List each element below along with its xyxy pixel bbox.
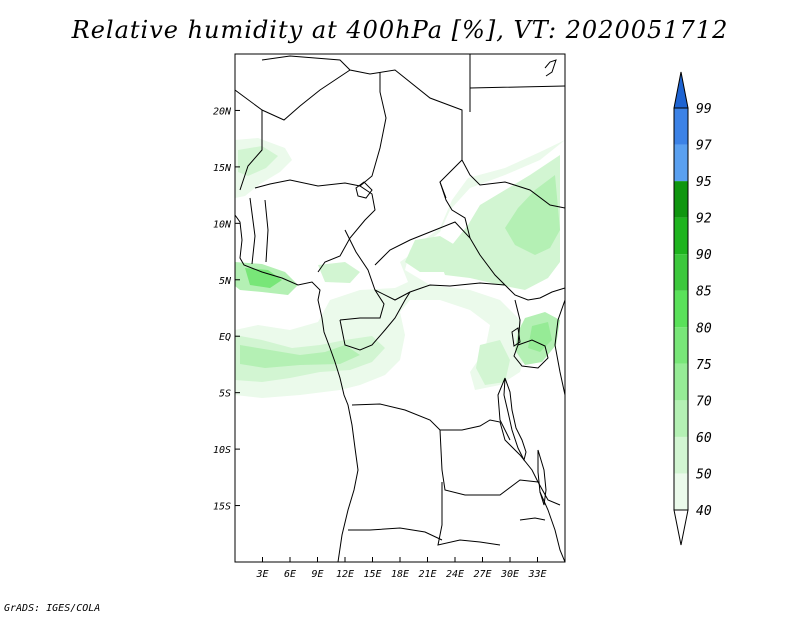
colorbar-box xyxy=(674,473,688,510)
colorbar-box xyxy=(674,217,688,255)
lake-tanganyika xyxy=(503,377,527,462)
x-tick-label: 24E xyxy=(446,569,464,580)
colorbar-label: 80 xyxy=(696,321,712,336)
border-car xyxy=(374,221,506,301)
humidity-patch-equator-core xyxy=(240,345,360,368)
border-niger-chad xyxy=(359,72,387,187)
x-tick-label: 6E xyxy=(284,569,296,580)
y-tick-label: 5N xyxy=(219,276,232,287)
colorbar-label: 40 xyxy=(696,504,712,519)
colorbar-label: 97 xyxy=(696,139,712,154)
lake-albert xyxy=(511,327,521,347)
colorbar-box xyxy=(674,363,688,401)
y-axis: 20N 15N 10N 5N EQ 5S 10S 15S xyxy=(213,106,240,513)
border-south-sudan xyxy=(504,284,565,301)
x-tick-label: 21E xyxy=(418,569,436,580)
credit-label: GrADS: IGES/COLA xyxy=(4,603,101,614)
x-tick-label: 33E xyxy=(527,569,546,580)
colorbar-label: 90 xyxy=(696,248,712,263)
humidity-patch-south-east xyxy=(476,340,510,385)
colorbar-box xyxy=(674,181,688,218)
coastline xyxy=(235,214,359,562)
x-tick-label: 18E xyxy=(391,569,409,580)
humidity-patch-east-mid xyxy=(440,155,560,290)
humidity-patch-gulf-core xyxy=(245,268,282,288)
colorbar-box xyxy=(674,254,688,291)
border-namibia xyxy=(348,527,443,541)
x-tick-label: 15E xyxy=(363,569,381,580)
humidity-patch-east-core xyxy=(505,175,560,255)
border-mali xyxy=(235,89,263,191)
x-tick-label: 12E xyxy=(336,569,354,580)
colorbar-box xyxy=(674,436,688,474)
lake-chad xyxy=(355,181,373,199)
colorbar-label: 99 xyxy=(696,102,712,117)
humidity-patch-lakes-core xyxy=(528,322,552,352)
border-drc-south xyxy=(351,403,539,483)
colorbar-box xyxy=(674,290,688,328)
map-title: Relative humidity at 400hPa [%], VT: 202… xyxy=(71,16,729,44)
colorbar-label: 75 xyxy=(696,358,712,373)
map-borders xyxy=(235,54,565,562)
red-sea xyxy=(544,59,557,77)
border-west xyxy=(261,69,351,121)
colorbar-label: 95 xyxy=(696,175,712,190)
border-libya xyxy=(469,54,565,112)
humidity-patch-sahel-west-inner xyxy=(238,146,278,176)
border-nigeria xyxy=(254,179,376,273)
y-tick-label: EQ xyxy=(219,332,231,343)
border-benin xyxy=(249,197,269,265)
border-north xyxy=(261,55,463,199)
lake-victoria xyxy=(513,339,549,369)
y-tick-label: 10S xyxy=(213,445,231,456)
border-cameroon xyxy=(339,229,385,321)
y-tick-label: 5S xyxy=(219,389,231,400)
border-drc-east xyxy=(497,299,521,441)
colorbar-frame xyxy=(673,107,689,511)
colorbar: 40 50 60 70 75 80 85 90 92 95 97 99 xyxy=(673,71,712,546)
y-tick-label: 15N xyxy=(213,163,232,174)
border-sudan xyxy=(439,159,565,239)
colorbar-below-triangle xyxy=(673,509,689,546)
colorbar-box xyxy=(674,400,688,437)
colorbar-label: 85 xyxy=(696,285,712,300)
colorbar-label: 50 xyxy=(696,467,712,482)
colorbar-box xyxy=(674,327,688,364)
border-zambia-east xyxy=(480,479,561,506)
x-tick-label: 30E xyxy=(500,569,519,580)
border-mozambique xyxy=(519,491,565,562)
x-tick-label: 27E xyxy=(473,569,491,580)
border-congo xyxy=(339,291,411,351)
y-tick-label: 10N xyxy=(213,219,232,230)
colorbar-label: 60 xyxy=(696,431,712,446)
border-angola-zambia xyxy=(437,429,501,546)
border-east-coast xyxy=(554,299,565,396)
x-tick-label: 3E xyxy=(255,569,268,580)
colorbar-label: 92 xyxy=(696,212,712,227)
colorbar-above-triangle xyxy=(673,71,689,109)
colorbar-box xyxy=(674,108,688,145)
y-tick-label: 15S xyxy=(213,502,231,513)
x-tick-label: 9E xyxy=(311,569,323,580)
y-tick-label: 20N xyxy=(213,106,232,117)
x-axis: 3E 6E 9E 12E 15E 18E 21E 24E 27E 30E 33E xyxy=(255,557,547,580)
lake-malawi xyxy=(537,449,547,506)
humidity-patch-cameroon xyxy=(318,262,360,283)
humidity-patch-central xyxy=(405,236,470,272)
humidity-patch-east-large xyxy=(235,140,565,398)
colorbar-label: 70 xyxy=(696,394,712,409)
humidity-shading xyxy=(235,138,565,398)
colorbar-box xyxy=(674,144,688,182)
